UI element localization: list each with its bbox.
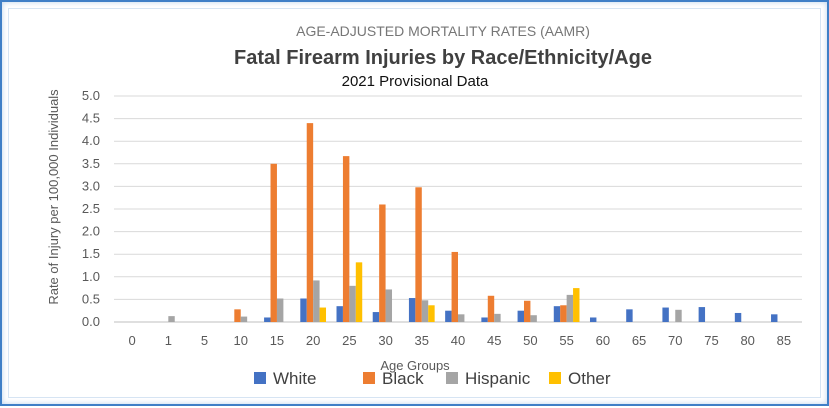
legend-swatch-white <box>254 372 266 384</box>
chart-subtitle: 2021 Provisional Data <box>342 73 489 90</box>
x-tick-label: 70 <box>668 333 682 348</box>
x-tick-label: 40 <box>451 333 465 348</box>
x-tick-label: 80 <box>740 333 754 348</box>
x-tick-label: 75 <box>704 333 718 348</box>
bar-hispanic <box>566 294 574 322</box>
chart-inner-border <box>8 8 821 398</box>
bar-black <box>379 204 386 322</box>
x-tick-label: 55 <box>559 333 573 348</box>
y-tick-label: 1.5 <box>82 246 100 261</box>
legend: White Black Hispanic Other <box>254 369 611 388</box>
y-tick-label: 2.5 <box>82 201 100 216</box>
y-tick-label: 3.0 <box>82 178 100 193</box>
bar-white <box>626 309 633 322</box>
bar-series <box>168 123 778 323</box>
bar-white <box>408 298 416 322</box>
bar-white <box>300 298 307 322</box>
bar-white <box>553 306 561 322</box>
bar-white <box>517 310 524 322</box>
bar-black <box>270 163 277 322</box>
legend-swatch-black <box>363 372 375 384</box>
x-tick-label: 30 <box>378 333 392 348</box>
bar-hispanic <box>276 298 284 322</box>
x-tick-label: 5 <box>201 333 208 348</box>
legend-label-other: Other <box>568 369 611 388</box>
bar-white <box>698 307 706 322</box>
x-tick-label: 65 <box>632 333 646 348</box>
x-tick-label: 15 <box>270 333 284 348</box>
bar-black <box>306 123 314 323</box>
x-tick-label: 1 <box>165 333 172 348</box>
bar-white <box>734 312 742 322</box>
bar-hispanic <box>421 300 429 322</box>
legend-swatch-other <box>549 372 561 384</box>
x-tick-label: 35 <box>415 333 429 348</box>
x-tick-label: 50 <box>523 333 537 348</box>
bar-hispanic <box>240 316 248 322</box>
y-axis-label: Rate of Injury per 100,000 Individuals <box>46 89 61 305</box>
bar-other <box>573 288 580 322</box>
bar-other <box>319 307 327 322</box>
legend-label-white: White <box>273 369 316 388</box>
bar-black <box>415 187 422 322</box>
bar-white <box>481 317 488 322</box>
y-tick-label: 1.0 <box>82 269 100 284</box>
bar-hispanic <box>530 315 537 322</box>
y-tick-label: 4.5 <box>82 111 100 126</box>
x-tick-label: 25 <box>342 333 356 348</box>
x-tick-label: 10 <box>234 333 248 348</box>
y-tick-label: 2.0 <box>82 224 100 239</box>
chart-supertitle: AGE-ADJUSTED MORTALITY RATES (AAMR) <box>296 23 590 39</box>
bar-hispanic <box>168 316 175 322</box>
bar-hispanic <box>458 314 465 322</box>
bar-hispanic <box>349 285 356 322</box>
x-tick-label: 45 <box>487 333 501 348</box>
bar-black <box>560 305 567 322</box>
y-tick-label: 4.0 <box>82 133 100 148</box>
bar-black <box>523 300 531 322</box>
legend-label-hispanic: Hispanic <box>465 369 531 388</box>
x-tick-label: 85 <box>777 333 791 348</box>
y-tick-label: 3.5 <box>82 156 100 171</box>
y-tick-label: 0.5 <box>82 291 100 306</box>
bar-white <box>445 310 452 322</box>
bar-white <box>589 317 597 322</box>
legend-swatch-hispanic <box>446 372 458 384</box>
bar-black <box>342 156 350 322</box>
bar-black <box>451 251 458 322</box>
bar-white <box>662 307 669 322</box>
x-tick-label: 20 <box>306 333 320 348</box>
bar-white <box>264 317 271 322</box>
y-tick-label: 5.0 <box>82 88 100 103</box>
legend-label-black: Black <box>382 369 424 388</box>
bar-hispanic <box>313 280 320 322</box>
x-tick-label: 0 <box>128 333 135 348</box>
bar-white <box>336 306 343 322</box>
bar-black <box>234 309 241 322</box>
bar-white <box>372 312 380 322</box>
x-axis-label: Age Groups <box>380 358 450 373</box>
bar-other <box>428 305 435 322</box>
x-tick-labels: 0 1 5 10 15 20 25 30 35 40 45 50 55 60 65 70 75 80 85 <box>128 333 791 348</box>
x-tick-label: 60 <box>596 333 610 348</box>
bar-white <box>771 314 778 322</box>
y-tick-label: 0.0 <box>82 314 100 329</box>
y-tick-labels: 0.0 0.5 1.0 1.5 2.0 2.5 3.0 3.5 4.0 4.5 5.0 <box>82 88 100 329</box>
chart-title: Fatal Firearm Injuries by Race/Ethnicity… <box>234 47 652 69</box>
bar-hispanic <box>675 309 682 322</box>
bar-hispanic <box>494 313 501 322</box>
bar-black <box>487 295 495 322</box>
bar-hispanic <box>385 289 393 322</box>
bar-other <box>355 262 363 322</box>
